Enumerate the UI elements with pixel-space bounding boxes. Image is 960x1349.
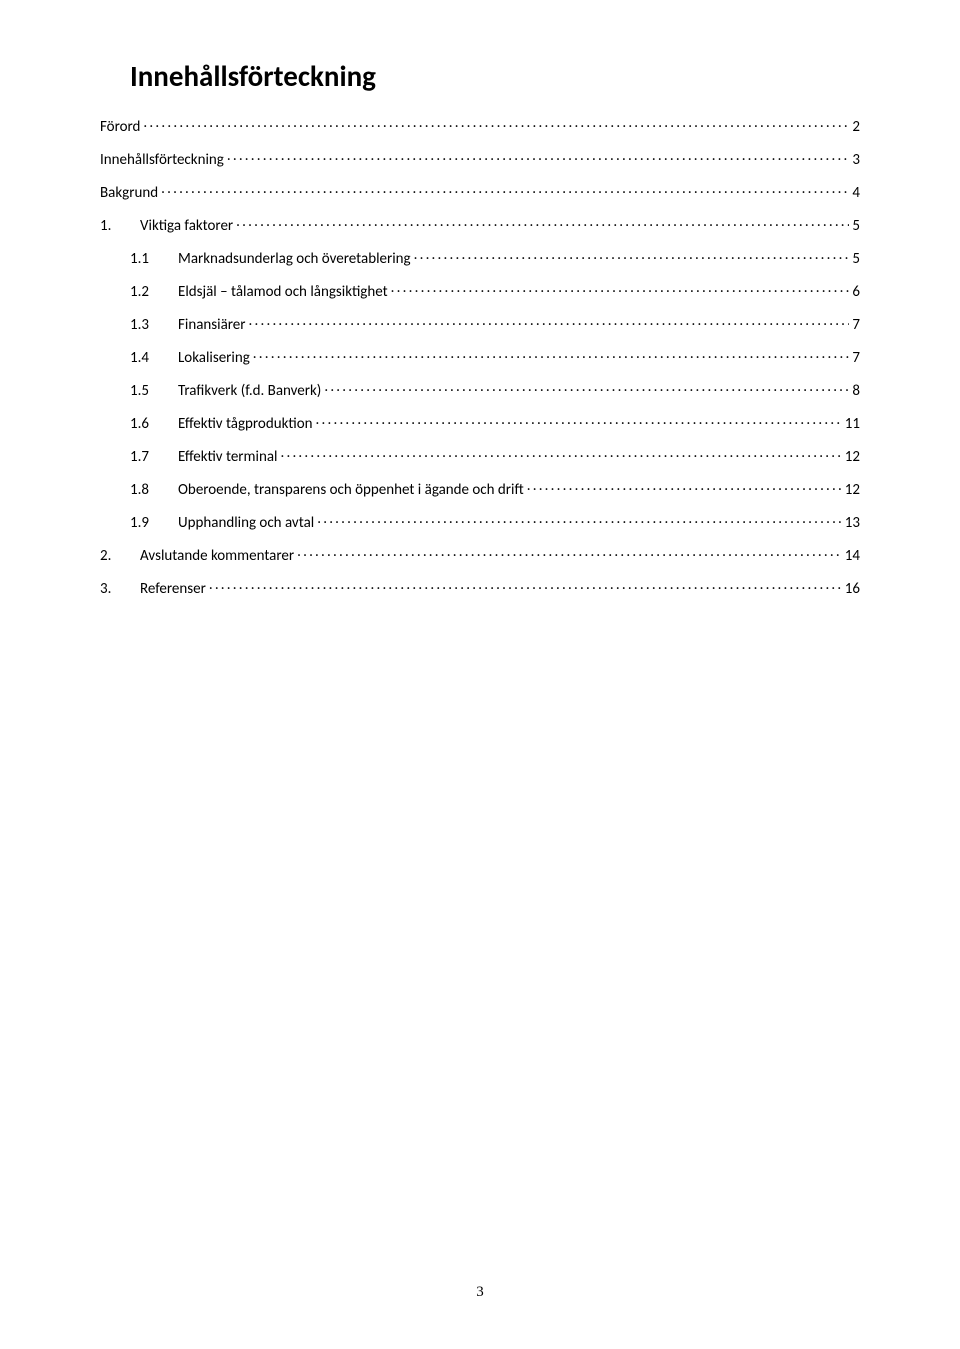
toc-entry-page: 7 <box>852 318 860 333</box>
toc-leader-dots <box>143 116 849 131</box>
toc-entry-number: 2. <box>100 549 140 564</box>
toc-entry-label: 1.5Trafikverk (f.d. Banverk) <box>130 384 321 399</box>
toc-entry-label: 1.7Effektiv terminal <box>130 450 277 465</box>
toc-row: 1.9Upphandling och avtal 13 <box>100 512 860 531</box>
toc-row: 1.8Oberoende, transparens och öppenhet i… <box>100 479 860 498</box>
toc-leader-dots <box>297 545 842 560</box>
toc-entry-page: 12 <box>845 483 860 498</box>
toc-row: 1.4Lokalisering 7 <box>100 347 860 366</box>
toc-entry-number: 1.2 <box>130 285 178 300</box>
toc-leader-dots <box>209 578 842 593</box>
toc-entry-text: Effektiv tågproduktion <box>178 415 313 433</box>
toc-entry-page: 13 <box>845 516 860 531</box>
toc-entry-number: 1.8 <box>130 483 178 498</box>
toc-entry-text: Bakgrund <box>100 184 158 202</box>
toc-leader-dots <box>324 380 849 395</box>
toc-entry-page: 5 <box>852 252 860 267</box>
toc-entry-page: 2 <box>852 120 860 135</box>
toc-entry-label: Bakgrund <box>100 186 158 201</box>
toc-leader-dots <box>316 413 842 428</box>
toc-row: 1.1Marknadsunderlag och överetablering 5 <box>100 248 860 267</box>
toc-row: 1.3Finansiärer 7 <box>100 314 860 333</box>
toc-row: 1.6Effektiv tågproduktion 11 <box>100 413 860 432</box>
toc-entry-page: 11 <box>845 417 860 432</box>
toc-entry-text: Trafikverk (f.d. Banverk) <box>178 382 321 400</box>
toc-entry-label: 1.4Lokalisering <box>130 351 250 366</box>
table-of-contents: Förord 2 Innehållsförteckning 3 Bakgrund 4… <box>100 116 860 597</box>
toc-entry-label: Förord <box>100 120 140 135</box>
toc-entry-label: Innehållsförteckning <box>100 153 224 168</box>
toc-entry-text: Innehållsförteckning <box>100 151 224 169</box>
toc-entry-text: Avslutande kommentarer <box>140 547 294 565</box>
toc-entry-label: 1.1Marknadsunderlag och överetablering <box>130 252 411 267</box>
toc-entry-label: 1.3Finansiärer <box>130 318 246 333</box>
toc-entry-number: 1.3 <box>130 318 178 333</box>
toc-entry-label: 1.9Upphandling och avtal <box>130 516 314 531</box>
toc-entry-page: 16 <box>845 582 860 597</box>
toc-row: 1.Viktiga faktorer 5 <box>100 215 860 234</box>
toc-entry-label: 1.8Oberoende, transparens och öppenhet i… <box>130 483 524 498</box>
toc-entry-label: 1.6Effektiv tågproduktion <box>130 417 313 432</box>
toc-row: 3.Referenser 16 <box>100 578 860 597</box>
toc-leader-dots <box>280 446 841 461</box>
toc-entry-page: 5 <box>852 219 860 234</box>
toc-leader-dots <box>161 182 849 197</box>
toc-entry-number: 1.1 <box>130 252 178 267</box>
toc-entry-text: Lokalisering <box>178 349 250 367</box>
toc-row: 1.2Eldsjäl – tålamod och långsiktighet 6 <box>100 281 860 300</box>
toc-entry-page: 7 <box>852 351 860 366</box>
toc-entry-page: 3 <box>852 153 860 168</box>
toc-entry-text: Marknadsunderlag och överetablering <box>178 250 411 268</box>
toc-row: Innehållsförteckning 3 <box>100 149 860 168</box>
page-title: Innehållsförteckning <box>130 58 860 94</box>
toc-row: 2.Avslutande kommentarer 14 <box>100 545 860 564</box>
toc-entry-page: 6 <box>852 285 860 300</box>
toc-entry-number: 1.7 <box>130 450 178 465</box>
toc-entry-number: 3. <box>100 582 140 597</box>
toc-entry-text: Finansiärer <box>178 316 246 334</box>
toc-entry-text: Förord <box>100 118 140 136</box>
toc-entry-text: Oberoende, transparens och öppenhet i äg… <box>178 481 524 499</box>
toc-leader-dots <box>227 149 850 164</box>
toc-leader-dots <box>236 215 849 230</box>
toc-entry-text: Effektiv terminal <box>178 448 277 466</box>
toc-row: 1.7Effektiv terminal 12 <box>100 446 860 465</box>
toc-row: Förord 2 <box>100 116 860 135</box>
toc-entry-page: 12 <box>845 450 860 465</box>
toc-entry-number: 1.6 <box>130 417 178 432</box>
toc-leader-dots <box>317 512 842 527</box>
toc-entry-number: 1.5 <box>130 384 178 399</box>
toc-entry-text: Viktiga faktorer <box>140 217 233 235</box>
toc-entry-label: 3.Referenser <box>100 582 206 597</box>
toc-row: 1.5Trafikverk (f.d. Banverk) 8 <box>100 380 860 399</box>
document-page: Innehållsförteckning Förord 2 Innehållsfö… <box>0 0 960 1349</box>
toc-entry-page: 8 <box>852 384 860 399</box>
toc-entry-number: 1.9 <box>130 516 178 531</box>
toc-entry-text: Referenser <box>140 580 206 598</box>
toc-leader-dots <box>414 248 850 263</box>
toc-entry-text: Upphandling och avtal <box>178 514 314 532</box>
toc-entry-text: Eldsjäl – tålamod och långsiktighet <box>178 283 388 301</box>
toc-entry-label: 1.Viktiga faktorer <box>100 219 233 234</box>
toc-leader-dots <box>391 281 850 296</box>
page-number: 3 <box>0 1284 960 1301</box>
toc-entry-number: 1.4 <box>130 351 178 366</box>
toc-entry-page: 4 <box>852 186 860 201</box>
toc-entry-label: 2.Avslutande kommentarer <box>100 549 294 564</box>
toc-entry-label: 1.2Eldsjäl – tålamod och långsiktighet <box>130 285 388 300</box>
toc-leader-dots <box>249 314 850 329</box>
toc-row: Bakgrund 4 <box>100 182 860 201</box>
toc-entry-page: 14 <box>845 549 860 564</box>
toc-leader-dots <box>253 347 850 362</box>
toc-leader-dots <box>527 479 842 494</box>
toc-entry-number: 1. <box>100 219 140 234</box>
